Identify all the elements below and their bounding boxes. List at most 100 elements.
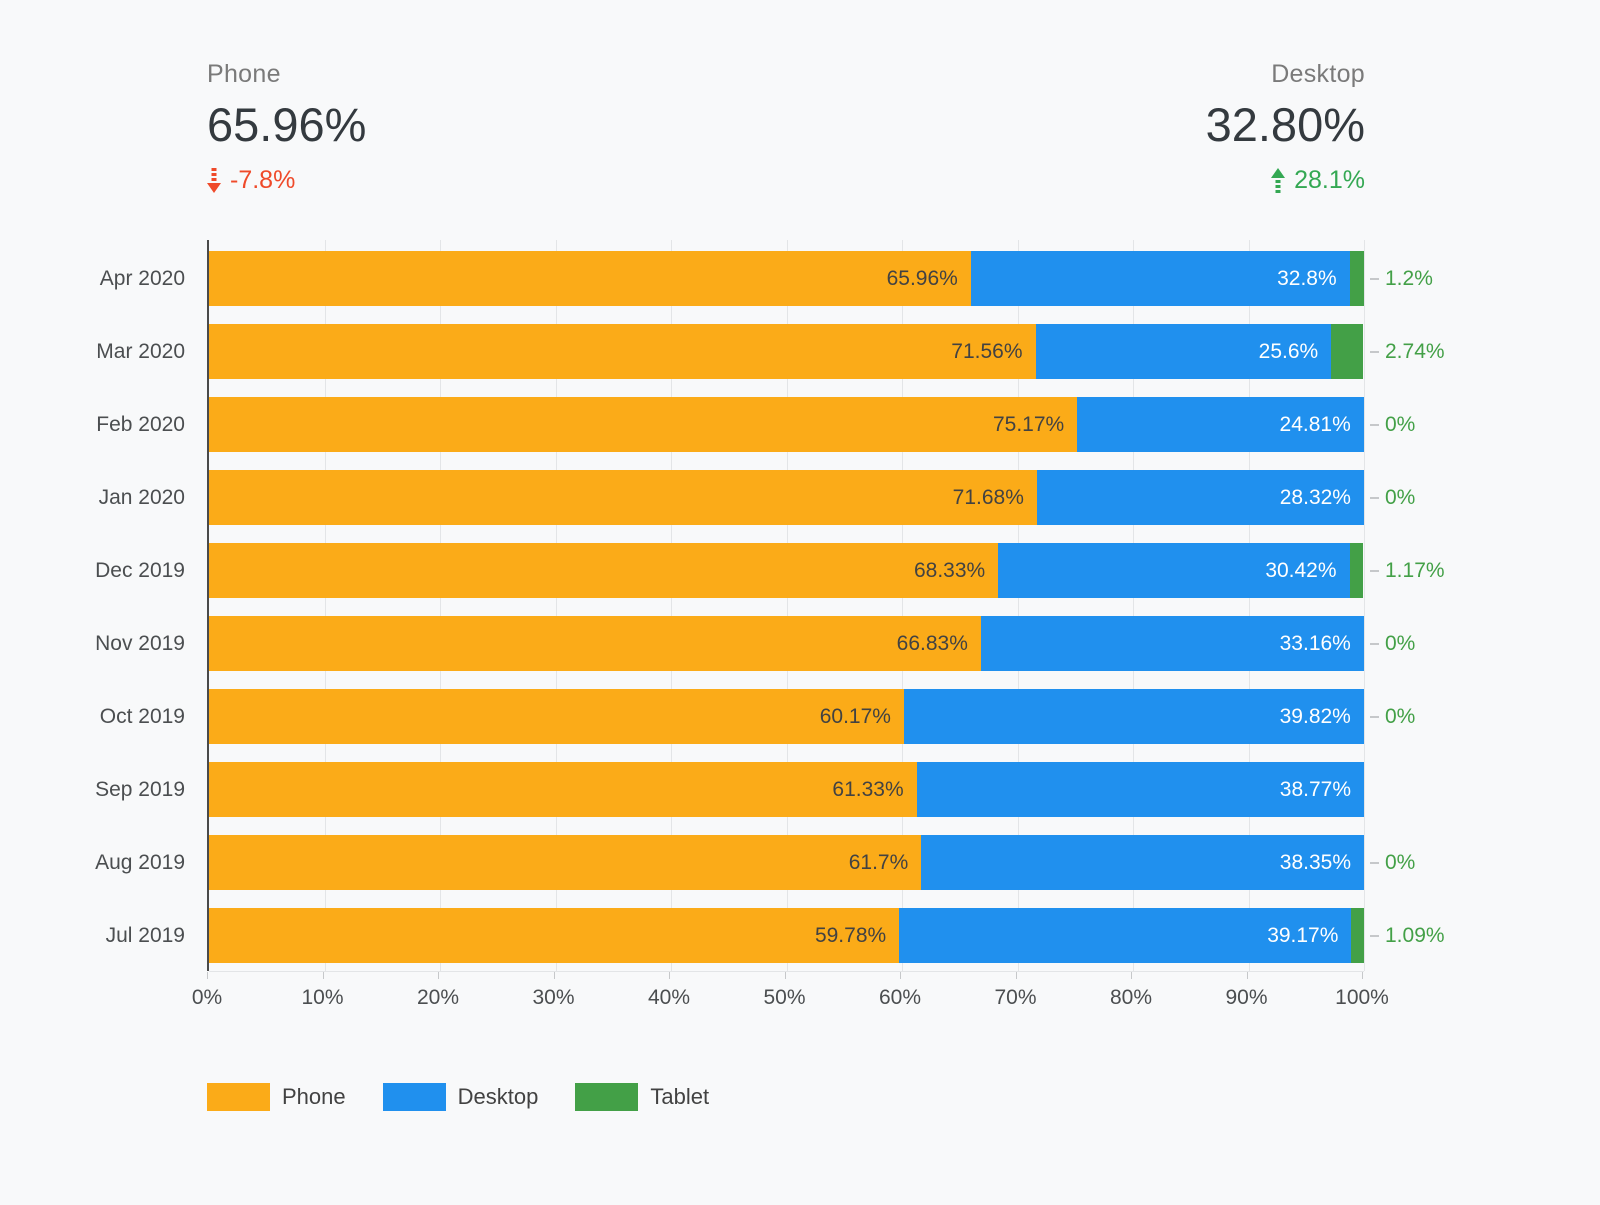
gridline-40% — [671, 240, 672, 971]
category-label-sep-2019: Sep 2019 — [95, 777, 185, 801]
bar-segment-desktop-jan-2020[interactable]: 28.32% — [1036, 470, 1364, 525]
legend-item-tablet[interactable]: Tablet — [575, 1083, 709, 1111]
bar-segment-phone-aug-2019[interactable]: 61.7% — [209, 835, 922, 890]
bar-segment-phone-apr-2020[interactable]: 65.96% — [209, 251, 971, 306]
label-leader-dash — [1370, 496, 1379, 499]
bar-segment-desktop-mar-2020[interactable]: 25.6% — [1035, 324, 1332, 379]
category-label-aug-2019: Aug 2019 — [95, 850, 185, 874]
gridline-80% — [1133, 240, 1134, 971]
x-tick-label-90%: 90% — [1225, 986, 1268, 1009]
x-tick-label-10%: 10% — [301, 986, 344, 1009]
label-leader-dash — [1370, 569, 1379, 572]
chart-row-jul-2019: Jul 2019 59.78% 39.17% 1.09% — [106, 908, 1445, 963]
bar-segment-tablet-apr-2020[interactable] — [1349, 251, 1364, 306]
gridline-20% — [440, 240, 441, 971]
legend-swatch-phone — [207, 1083, 270, 1111]
bar-segment-phone-dec-2019[interactable]: 68.33% — [209, 543, 999, 598]
bar-segment-tablet-jul-2019[interactable] — [1351, 908, 1364, 963]
gridline-100% — [1364, 240, 1365, 971]
scorecard-desktop: Desktop 32.80% 28.1% — [1206, 60, 1365, 195]
bar-value-label-phone: 65.96% — [886, 266, 958, 290]
gridline-50% — [786, 240, 788, 971]
bar-value-label-phone: 60.17% — [819, 704, 891, 728]
bar-value-label-phone: 68.33% — [913, 558, 986, 582]
bar-value-label-phone: 71.56% — [951, 339, 1023, 363]
chart-row-mar-2020: Mar 2020 71.56% 25.6% 2.74% — [96, 324, 1445, 379]
scorecard-desktop-label: Desktop — [1271, 60, 1365, 88]
chart-rows: Apr 2020 65.96% 32.8% 1.2% Mar 2020 71.56% 25.… — [95, 240, 1445, 971]
category-label-jan-2020: Jan 2020 — [98, 485, 185, 509]
bar-segment-tablet-mar-2020[interactable] — [1331, 324, 1363, 379]
bar-segment-phone-feb-2020[interactable]: 75.17% — [209, 397, 1078, 452]
bar-segment-desktop-nov-2019[interactable]: 33.16% — [980, 616, 1364, 671]
bar-value-label-phone: 61.33% — [832, 777, 904, 801]
bar-segment-phone-nov-2019[interactable]: 66.83% — [209, 616, 981, 671]
category-label-dec-2019: Dec 2019 — [95, 558, 185, 582]
x-tick-label-50%: 50% — [763, 986, 806, 1009]
x-tick-mark-50% — [784, 972, 786, 979]
chart-row-feb-2020: Feb 2020 75.17% 24.81% 0% — [96, 397, 1415, 452]
bar-value-label-phone: 61.7% — [848, 850, 909, 874]
x-tick-mark-60% — [900, 972, 901, 979]
x-tick-mark-30% — [553, 972, 555, 979]
bar-segment-phone-oct-2019[interactable]: 60.17% — [209, 689, 904, 744]
bar-segment-phone-mar-2020[interactable]: 71.56% — [209, 324, 1036, 379]
scorecard-phone: Phone 65.96% -7.8% — [207, 60, 366, 195]
legend-label-desktop: Desktop — [457, 1084, 539, 1109]
scorecard-phone-label: Phone — [207, 60, 281, 88]
chart-row-dec-2019: Dec 2019 68.33% 30.42% 1.17% — [95, 543, 1445, 598]
x-tick-label-60%: 60% — [878, 986, 922, 1009]
x-tick-label-0%: 0% — [191, 986, 223, 1009]
label-leader-dash — [1370, 277, 1379, 280]
gridline-90% — [1248, 240, 1250, 971]
bar-segment-phone-jan-2020[interactable]: 71.68% — [209, 470, 1037, 525]
legend-swatch-desktop — [382, 1083, 446, 1111]
bar-value-label-desktop: 30.42% — [1265, 558, 1337, 582]
tablet-value-label: 0% — [1385, 485, 1416, 509]
legend-item-phone[interactable]: Phone — [207, 1083, 346, 1111]
bar-value-label-desktop: 38.35% — [1279, 850, 1351, 874]
legend-item-desktop[interactable]: Desktop — [382, 1083, 539, 1111]
category-label-nov-2019: Nov 2019 — [95, 631, 185, 655]
label-leader-dash — [1370, 715, 1379, 718]
bar-segment-desktop-jul-2019[interactable]: 39.17% — [899, 908, 1352, 963]
bar-segment-desktop-dec-2019[interactable]: 30.42% — [998, 543, 1350, 598]
tablet-value-label: 2.74% — [1385, 339, 1445, 363]
bar-segment-desktop-feb-2020[interactable]: 24.81% — [1077, 397, 1364, 452]
label-leader-dash — [1370, 642, 1379, 645]
chart-row-sep-2019: Sep 2019 61.33% 38.77% — [95, 762, 1364, 817]
bar-segment-phone-sep-2019[interactable]: 61.33% — [209, 762, 917, 817]
gridline-60% — [902, 240, 903, 971]
x-tick-label-70%: 70% — [994, 986, 1037, 1009]
legend: Phone Desktop Tablet — [207, 1083, 709, 1111]
legend-label-tablet: Tablet — [650, 1084, 710, 1109]
tablet-value-label: 0% — [1385, 412, 1416, 436]
scorecard-desktop-value: 32.80% — [1205, 98, 1365, 151]
chart-row-jan-2020: Jan 2020 71.68% 28.32% 0% — [99, 470, 1415, 525]
bar-value-label-desktop: 39.17% — [1267, 923, 1339, 947]
bar-segment-tablet-dec-2019[interactable] — [1349, 543, 1364, 598]
bar-segment-desktop-oct-2019[interactable]: 39.82% — [903, 689, 1364, 744]
x-tick-label-100%: 100% — [1335, 986, 1389, 1009]
x-tick-mark-10% — [322, 972, 324, 979]
bar-value-label-desktop: 39.82% — [1279, 704, 1351, 728]
tablet-value-label: 1.17% — [1385, 558, 1445, 582]
x-tick-mark-100% — [1362, 972, 1363, 979]
x-tick-mark-80% — [1131, 972, 1132, 979]
chart-row-apr-2020: Apr 2020 65.96% 32.8% 1.2% — [100, 251, 1433, 306]
bar-segment-phone-jul-2019[interactable]: 59.78% — [209, 908, 900, 963]
stacked-bar-chart: Apr 2020 65.96% 32.8% 1.2% Mar 2020 71.56% 25.… — [95, 240, 1445, 972]
chart-row-aug-2019: Aug 2019 61.7% 38.35% 0% — [95, 835, 1415, 890]
tablet-value-label: 0% — [1385, 850, 1416, 874]
bar-segment-desktop-sep-2019[interactable]: 38.77% — [916, 762, 1364, 817]
category-label-apr-2020: Apr 2020 — [99, 266, 185, 290]
tablet-value-label: 0% — [1385, 704, 1416, 728]
bar-value-label-desktop: 25.6% — [1258, 339, 1319, 363]
bar-segment-desktop-aug-2019[interactable]: 38.35% — [921, 835, 1364, 890]
bar-segment-desktop-apr-2020[interactable]: 32.8% — [970, 251, 1350, 306]
scorecard-desktop-delta: 28.1% — [1206, 166, 1365, 195]
category-label-feb-2020: Feb 2020 — [96, 412, 185, 436]
x-axis: 0% 10% 20% 30% 40% 50% 60% 70% 80% 90% 100% — [192, 972, 1389, 1028]
gridline-30% — [555, 240, 557, 971]
